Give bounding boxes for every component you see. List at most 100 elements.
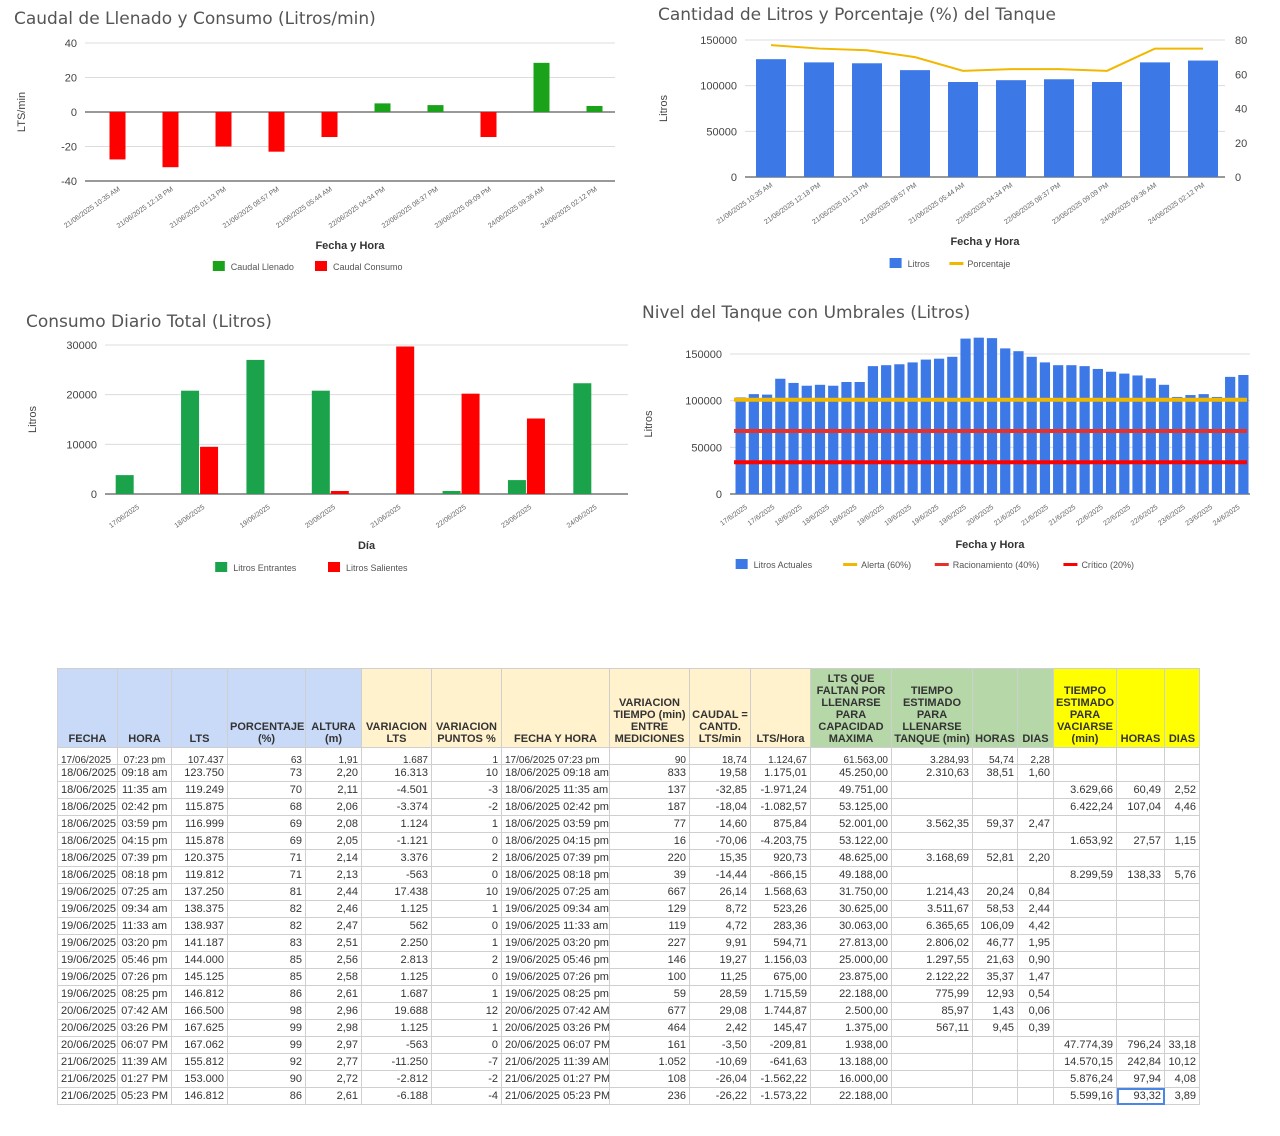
table-cell[interactable]: 85 [227,968,306,986]
table-cell[interactable]: 59 [609,985,690,1003]
table-cell[interactable]: -18,04 [689,798,751,816]
table-cell[interactable]: 10 [431,764,502,782]
table-cell[interactable]: 137 [609,781,690,799]
table-cell[interactable]: 98 [227,1002,306,1020]
table-cell[interactable]: 123.750 [171,764,228,782]
table-cell[interactable] [1053,1002,1117,1020]
table-cell[interactable]: 21/06/2025 05:23 PM [501,1087,610,1105]
table-cell[interactable]: 11:39 AM [117,1053,172,1071]
table-cell[interactable]: 119.812 [171,866,228,884]
table-cell[interactable]: 1.568,63 [750,883,811,901]
table-cell[interactable]: 1 [431,985,502,1003]
table-cell[interactable]: 3,89 [1164,1087,1200,1105]
table-cell[interactable] [891,832,973,850]
table-cell[interactable]: 05:23 PM [117,1087,172,1105]
table-cell[interactable]: 18/06/2025 07:39 pm [501,849,610,867]
table-cell[interactable]: 2 [431,951,502,969]
table-cell[interactable]: 129 [609,900,690,918]
table-cell[interactable]: 2,51 [305,934,362,952]
table-cell[interactable]: 1,60 [1017,764,1054,782]
table-cell[interactable]: 1.214,43 [891,883,973,901]
table-cell[interactable]: -1.573,22 [750,1087,811,1105]
table-cell[interactable]: 2,44 [305,883,362,901]
table-cell[interactable]: 09:34 am [117,900,172,918]
table-cell[interactable] [1164,900,1200,918]
table-cell[interactable]: 19.688 [361,1002,432,1020]
table-cell[interactable]: 2.122,22 [891,968,973,986]
table-cell[interactable]: 30.625,00 [810,900,892,918]
table-cell[interactable] [891,1087,973,1105]
table-cell[interactable]: 21/06/2025 [57,1070,118,1088]
table-cell[interactable]: 71 [227,866,306,884]
table-cell[interactable]: 119.249 [171,781,228,799]
table-cell[interactable]: 20/06/2025 [57,1019,118,1037]
table-cell[interactable]: 47.774,39 [1053,1036,1117,1054]
table-cell[interactable]: 03:59 pm [117,815,172,833]
table-cell[interactable]: 2.806,02 [891,934,973,952]
table-cell[interactable]: 33,18 [1164,1036,1200,1054]
table-cell[interactable]: 2,61 [305,1087,362,1105]
table-cell[interactable]: 106,09 [972,917,1018,935]
table-cell[interactable]: 1,43 [972,1002,1018,1020]
table-cell[interactable] [1017,1087,1054,1105]
table-cell[interactable] [972,1070,1018,1088]
table-cell[interactable]: 137.250 [171,883,228,901]
table-cell[interactable]: 17/06/2025 [57,747,118,765]
table-cell[interactable]: 52,81 [972,849,1018,867]
table-cell[interactable]: 10,12 [1164,1053,1200,1071]
table-cell[interactable]: 25.000,00 [810,951,892,969]
table-cell[interactable]: 59,37 [972,815,1018,833]
table-cell[interactable]: 19/06/2025 08:25 pm [501,985,610,1003]
table-cell[interactable]: 161 [609,1036,690,1054]
table-cell[interactable] [1116,917,1165,935]
table-cell[interactable]: 796,24 [1116,1036,1165,1054]
table-cell[interactable]: 115.875 [171,798,228,816]
table-cell[interactable]: 18/06/2025 02:42 pm [501,798,610,816]
table-cell[interactable]: 1.125 [361,968,432,986]
table-cell[interactable] [1164,747,1200,765]
header-fecha[interactable]: FECHA [57,668,118,748]
table-cell[interactable]: -6.188 [361,1087,432,1105]
table-cell[interactable]: 31.750,00 [810,883,892,901]
table-cell[interactable]: 27.813,00 [810,934,892,952]
table-cell[interactable]: 2,11 [305,781,362,799]
table-cell[interactable]: 14.570,15 [1053,1053,1117,1071]
table-cell[interactable]: -1.082,57 [750,798,811,816]
table-cell[interactable]: 07:42 AM [117,1002,172,1020]
table-cell[interactable]: 6.365,65 [891,917,973,935]
table-cell[interactable] [1053,917,1117,935]
table-cell[interactable]: 3.562,35 [891,815,973,833]
table-cell[interactable] [1053,764,1117,782]
table-cell[interactable]: 220 [609,849,690,867]
table-cell[interactable]: 1.715,59 [750,985,811,1003]
table-cell[interactable]: 38,51 [972,764,1018,782]
table-cell[interactable]: 1.687 [361,985,432,1003]
table-cell[interactable]: 2,77 [305,1053,362,1071]
table-cell[interactable]: 45.250,00 [810,764,892,782]
table-cell[interactable]: 567,11 [891,1019,973,1037]
table-cell[interactable]: 138.937 [171,917,228,935]
table-cell[interactable]: -14,44 [689,866,751,884]
table-cell[interactable]: 82 [227,917,306,935]
table-cell[interactable] [1116,849,1165,867]
table-cell[interactable]: 1.125 [361,1019,432,1037]
table-cell[interactable] [1164,934,1200,952]
table-cell[interactable] [972,832,1018,850]
table-cell[interactable]: 0 [431,917,502,935]
header-variacion-puntos[interactable]: VARIACION PUNTOS % [431,668,502,748]
table-cell[interactable]: 4,42 [1017,917,1054,935]
table-cell[interactable] [1116,815,1165,833]
table-cell[interactable] [1164,968,1200,986]
table-cell[interactable]: 99 [227,1036,306,1054]
table-cell[interactable]: 120.375 [171,849,228,867]
table-cell[interactable] [1116,747,1165,765]
table-cell[interactable]: 18/06/2025 [57,764,118,782]
table-cell[interactable]: 2,61 [305,985,362,1003]
table-cell[interactable]: 93,32 [1116,1087,1165,1105]
table-cell[interactable]: 12,93 [972,985,1018,1003]
table-cell[interactable] [1164,883,1200,901]
header-caudal[interactable]: CAUDAL = CANTD. LTS/min [689,668,751,748]
table-cell[interactable]: -70,06 [689,832,751,850]
table-cell[interactable] [1053,1019,1117,1037]
table-cell[interactable]: 03:26 PM [117,1019,172,1037]
